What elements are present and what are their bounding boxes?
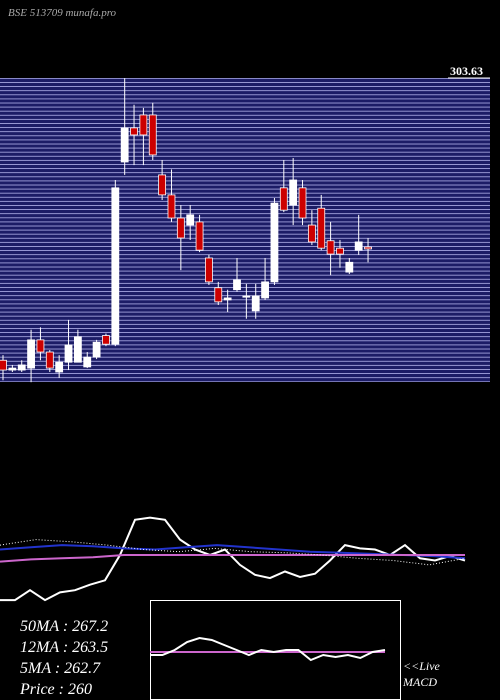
candle-body [317,207,326,249]
ma-label: 12MA : 263.5 [20,639,108,656]
candle-body [27,339,35,369]
candle-body [92,341,101,358]
ma-label: 5MA : 262.7 [20,660,101,677]
indicator-line [150,636,386,662]
candle-body [148,114,157,156]
candle-body [270,202,279,283]
candle-body [345,261,354,273]
candle-body [261,281,269,299]
ma-label: 50MA : 267.2 [20,618,108,635]
candle-body [354,241,363,251]
candle-body [167,194,176,219]
candle-body [158,174,167,196]
candle-body [36,339,45,353]
macd-panel [150,600,401,700]
indicator-line [0,554,465,563]
candle-body [17,364,26,371]
candle-body [120,127,129,163]
chart-title: BSE 513709 munafa.pro [8,7,117,19]
live-label: <<Live [403,659,441,673]
candle-body [83,356,92,368]
candle-body [214,287,223,303]
candle-body [176,217,185,239]
candle-body [55,361,64,373]
candle-body [186,214,195,226]
candle-body [8,367,17,371]
candle-body [45,351,54,369]
candle-body [242,295,251,298]
candle-body [111,187,120,345]
candle-body [64,344,73,363]
candle-body [233,279,241,291]
candle-body [0,359,7,371]
candle-body [130,127,138,136]
candle-body [336,247,344,255]
candle-body [251,295,260,312]
candle-body [298,187,307,219]
macd-label: MACD [402,675,437,689]
candle-body [279,187,288,211]
candle-body [364,246,372,250]
candle-body [73,336,82,363]
candle-body [307,224,316,243]
price-panel [0,78,490,382]
ma-label: Price : 260 [19,681,92,698]
candle-body [205,257,213,283]
candle-body [102,335,110,345]
candle-body [289,179,298,206]
y-tick-label: 303.63 [450,64,483,78]
candle-body [139,114,148,136]
candle-body [223,297,232,301]
candle-body [326,240,335,255]
candle-body [195,221,204,251]
